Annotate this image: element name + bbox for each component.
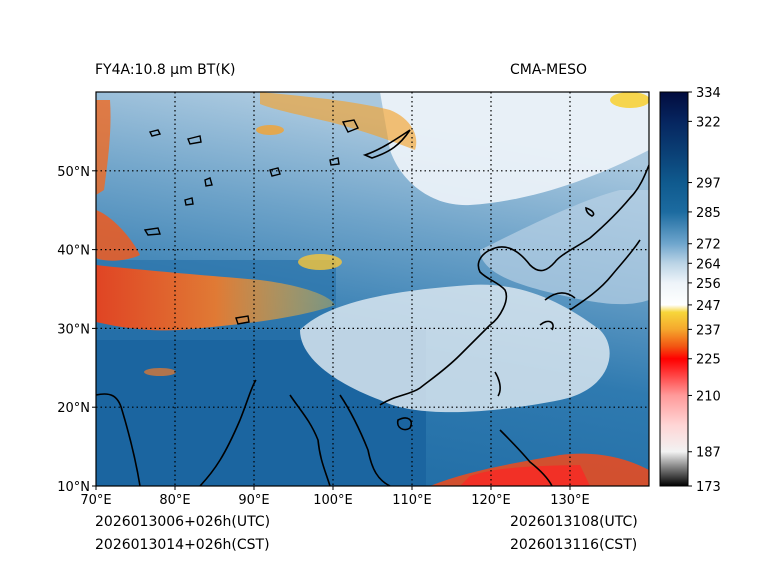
colorbar-tick-label: 210 xyxy=(696,389,721,404)
lon-tick-label: 130°E xyxy=(550,493,590,508)
lon-tick-label: 70°E xyxy=(80,493,111,508)
lat-tick-label: 30°N xyxy=(57,322,90,337)
model-source: CMA-MESO xyxy=(510,62,588,78)
colorbar: 334 322 297 285 272 264 256 247 237 225 210 187 173 xyxy=(659,86,721,495)
colorbar-tick-label: 285 xyxy=(696,206,721,221)
lat-tick-label: 50°N xyxy=(57,165,90,180)
colorbar-tick-label: 334 xyxy=(696,86,721,101)
init-time-cst: 2026013014+026h(CST) xyxy=(95,537,270,553)
lon-tick-label: 80°E xyxy=(159,493,190,508)
map-axes: 70°E 80°E 90°E 100°E 110°E 120°E 130°E 10°N 20°N… xyxy=(57,165,590,508)
colorbar-tick-label: 173 xyxy=(696,480,721,495)
lake-outlines xyxy=(143,119,359,325)
colorbar-tick-label: 272 xyxy=(696,238,721,253)
product-title: FY4A:10.8 μm BT(K) xyxy=(95,62,236,78)
colorbar-scale xyxy=(659,91,689,487)
lon-tick-label: 120°E xyxy=(471,493,511,508)
lon-tick-label: 100°E xyxy=(313,493,353,508)
valid-time-cst: 2026013116(CST) xyxy=(510,537,638,553)
colorbar-tick-label: 247 xyxy=(696,299,721,314)
lon-tick-label: 110°E xyxy=(392,493,432,508)
colorbar-tick-label: 297 xyxy=(696,177,721,192)
colorbar-tick-label: 187 xyxy=(696,446,721,461)
lon-tick-label: 90°E xyxy=(238,493,269,508)
lat-tick-label: 40°N xyxy=(57,244,90,259)
map-frame xyxy=(95,91,650,487)
colorbar-tick-label: 225 xyxy=(696,353,721,368)
init-time-utc: 2026013006+026h(UTC) xyxy=(95,514,271,530)
lat-tick-label: 10°N xyxy=(57,480,90,495)
colorbar-tick-label: 264 xyxy=(696,257,721,272)
colorbar-tick-label: 256 xyxy=(696,277,721,292)
valid-time-utc: 2026013108(UTC) xyxy=(510,514,638,530)
colorbar-tick-label: 322 xyxy=(696,115,721,130)
lat-tick-label: 20°N xyxy=(57,401,90,416)
colorbar-tick-label: 237 xyxy=(696,323,721,338)
